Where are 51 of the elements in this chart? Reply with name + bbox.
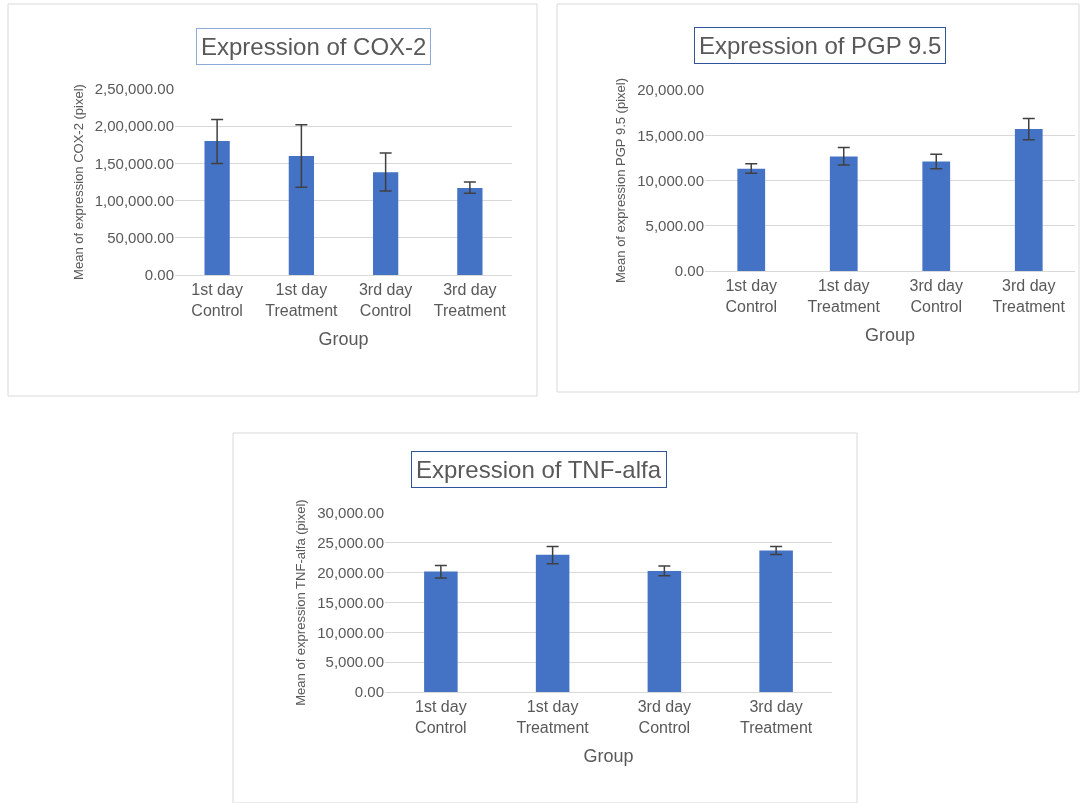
y-tick-label: 25,000.00 xyxy=(317,534,384,552)
y-tick-label: 1,50,000.00 xyxy=(94,154,174,172)
bar xyxy=(204,141,230,275)
y-tick-label: 1,00,000.00 xyxy=(94,191,174,209)
y-axis-title: Mean of expression PGP 9.5 (pixel) xyxy=(613,78,629,283)
y-tick-label: 20,000.00 xyxy=(317,563,384,581)
y-tick-label: 0.00 xyxy=(144,266,174,284)
y-tick-label: 50,000.00 xyxy=(107,229,174,247)
x-tick-label: 3rd day Treatment xyxy=(433,281,507,319)
y-tick-label: 5,000.00 xyxy=(325,653,384,671)
y-tick-label: 0.00 xyxy=(674,262,704,280)
x-axis-title: Group xyxy=(864,325,916,346)
bar xyxy=(737,168,766,271)
x-tick-label: 3rd day Treatment xyxy=(739,698,813,736)
x-tick-label: 1st day Control xyxy=(725,277,778,315)
bar xyxy=(759,550,793,692)
chart-title: Expression of PGP 9.5 xyxy=(699,32,942,59)
bar xyxy=(922,161,951,271)
x-tick-label: 3rd day Control xyxy=(637,698,692,736)
x-tick-label: 1st day Treatment xyxy=(265,281,339,319)
x-tick-label: 3rd day Control xyxy=(358,281,413,319)
bar xyxy=(829,156,858,271)
y-axis-title: Mean of expression COX-2 (pixel) xyxy=(70,84,86,280)
x-tick-label: 1st day Treatment xyxy=(807,277,881,315)
bar xyxy=(457,187,483,275)
x-axis-title: Group xyxy=(583,746,634,767)
y-tick-label: 2,00,000.00 xyxy=(94,117,174,135)
y-tick-label: 10,000.00 xyxy=(637,171,704,189)
y-tick-label: 15,000.00 xyxy=(637,126,704,144)
chart-title: Expression of COX-2 xyxy=(201,33,427,60)
y-tick-label: 20,000.00 xyxy=(637,81,704,99)
y-tick-label: 30,000.00 xyxy=(317,504,384,522)
x-axis-title: Group xyxy=(318,329,369,350)
bar xyxy=(535,554,570,692)
y-axis-title: Mean of expression TNF-alfa (pixel) xyxy=(293,499,309,706)
x-tick-label: 1st day Treatment xyxy=(516,698,590,736)
bar xyxy=(647,570,682,692)
x-tick-label: 1st day Control xyxy=(191,281,243,319)
x-tick-label: 3rd day Treatment xyxy=(992,277,1066,315)
bar xyxy=(1014,128,1043,271)
y-tick-label: 10,000.00 xyxy=(317,623,384,641)
y-tick-label: 2,50,000.00 xyxy=(94,80,174,98)
chart-title: Expression of TNF-alfa xyxy=(416,456,662,483)
bar xyxy=(288,155,315,275)
y-tick-label: 5,000.00 xyxy=(645,217,704,234)
bar xyxy=(424,571,458,692)
x-tick-label: 1st day Control xyxy=(415,698,467,736)
bar xyxy=(372,172,399,275)
y-tick-label: 15,000.00 xyxy=(317,593,384,611)
x-tick-label: 3rd day Control xyxy=(909,277,963,315)
y-tick-label: 0.00 xyxy=(354,683,384,701)
